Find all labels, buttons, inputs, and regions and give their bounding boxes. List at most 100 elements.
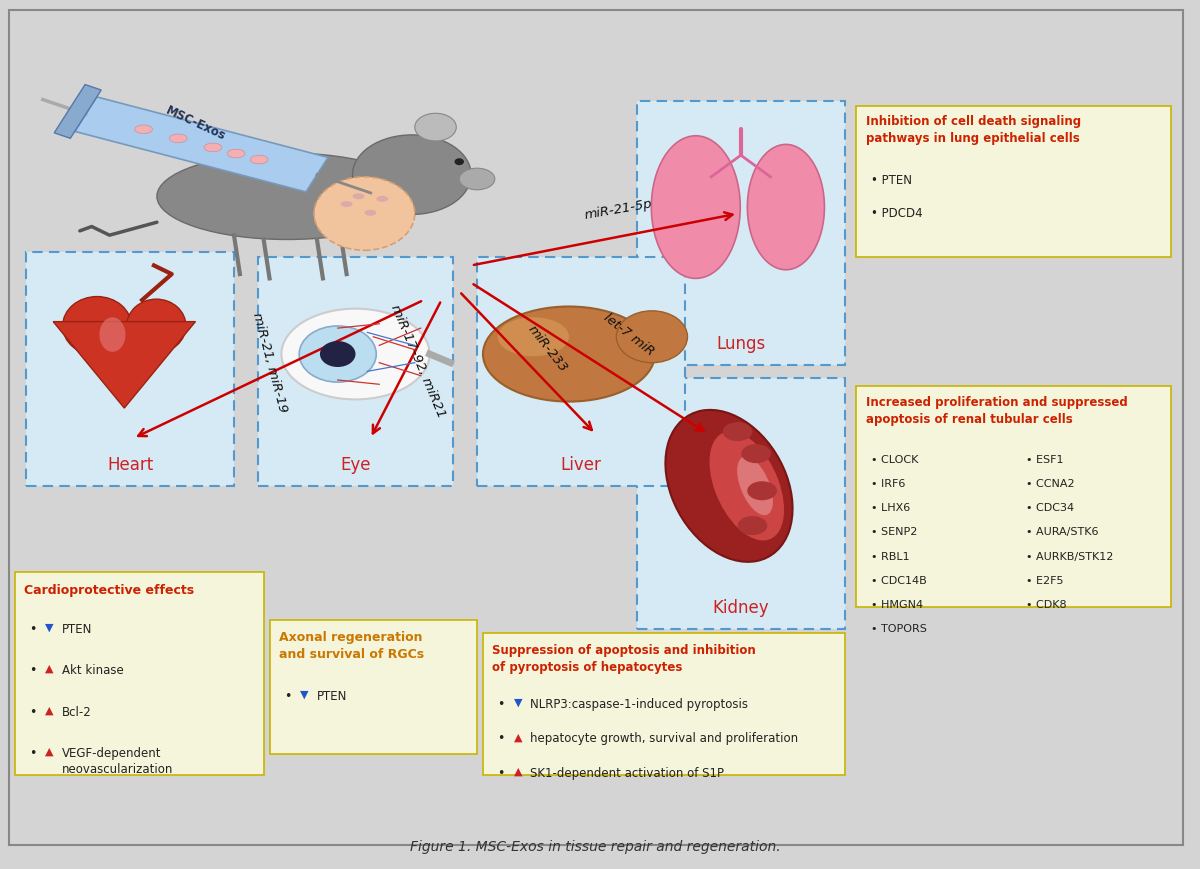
Text: NLRP3:caspase-1-induced pyroptosis: NLRP3:caspase-1-induced pyroptosis: [530, 697, 749, 710]
Text: Axonal regeneration
and survival of RGCs: Axonal regeneration and survival of RGCs: [280, 631, 424, 660]
Ellipse shape: [251, 156, 268, 164]
Text: •: •: [283, 689, 292, 702]
FancyBboxPatch shape: [637, 102, 845, 366]
Text: let-7 miR: let-7 miR: [601, 311, 656, 358]
Ellipse shape: [282, 309, 430, 400]
Text: miR-233: miR-233: [526, 322, 570, 375]
Text: MSC-Exos: MSC-Exos: [163, 104, 228, 143]
Ellipse shape: [157, 154, 418, 240]
Text: • PDCD4: • PDCD4: [871, 207, 923, 220]
Text: miR-21, miR-19: miR-21, miR-19: [251, 310, 289, 414]
Ellipse shape: [365, 210, 377, 216]
Ellipse shape: [415, 114, 456, 142]
Text: Akt kinase: Akt kinase: [62, 663, 124, 676]
Text: • E2F5: • E2F5: [1026, 575, 1063, 585]
Text: •: •: [497, 766, 504, 779]
Text: • ESF1: • ESF1: [1026, 454, 1063, 464]
Ellipse shape: [353, 194, 365, 200]
Polygon shape: [54, 85, 101, 139]
FancyBboxPatch shape: [478, 257, 684, 487]
Ellipse shape: [722, 422, 752, 441]
FancyBboxPatch shape: [270, 620, 478, 754]
Ellipse shape: [748, 481, 776, 501]
FancyBboxPatch shape: [14, 573, 264, 775]
Ellipse shape: [314, 177, 415, 251]
Ellipse shape: [227, 150, 245, 159]
Text: PTEN: PTEN: [62, 622, 92, 635]
FancyBboxPatch shape: [857, 387, 1171, 607]
Text: • CDC34: • CDC34: [1026, 502, 1074, 513]
Text: miR-17–92, miR21: miR-17–92, miR21: [388, 302, 448, 420]
Text: • TOPORS: • TOPORS: [871, 624, 926, 634]
Ellipse shape: [742, 445, 772, 464]
Text: Suppression of apoptosis and inhibition
of pyroptosis of hepatocytes: Suppression of apoptosis and inhibition …: [492, 643, 756, 673]
Ellipse shape: [127, 300, 186, 354]
Ellipse shape: [353, 136, 472, 216]
Text: •: •: [29, 622, 36, 635]
Text: ▲: ▲: [46, 663, 54, 673]
Ellipse shape: [652, 136, 740, 279]
Text: ▲: ▲: [46, 705, 54, 714]
Text: Liver: Liver: [560, 455, 601, 474]
FancyBboxPatch shape: [258, 257, 454, 487]
Ellipse shape: [204, 144, 222, 153]
Ellipse shape: [748, 145, 824, 270]
FancyBboxPatch shape: [857, 106, 1171, 257]
Text: • RBL1: • RBL1: [871, 551, 910, 561]
Text: • CDC14B: • CDC14B: [871, 575, 926, 585]
Ellipse shape: [455, 159, 464, 166]
Polygon shape: [74, 98, 328, 193]
FancyBboxPatch shape: [637, 378, 845, 629]
Ellipse shape: [709, 432, 784, 541]
Ellipse shape: [737, 457, 773, 515]
Ellipse shape: [377, 196, 388, 202]
Text: Heart: Heart: [107, 455, 154, 474]
Ellipse shape: [666, 410, 792, 562]
Text: •: •: [497, 732, 504, 745]
Text: • CLOCK: • CLOCK: [871, 454, 918, 464]
Text: •: •: [29, 746, 36, 760]
FancyBboxPatch shape: [482, 634, 845, 775]
FancyBboxPatch shape: [26, 253, 234, 487]
Text: Bcl-2: Bcl-2: [62, 705, 92, 718]
Text: ▲: ▲: [514, 732, 522, 741]
Text: •: •: [29, 705, 36, 718]
Text: • CCNA2: • CCNA2: [1026, 479, 1075, 488]
Text: •: •: [497, 697, 504, 710]
Text: Kidney: Kidney: [713, 598, 769, 616]
Text: ▲: ▲: [46, 746, 54, 756]
Text: SK1-dependent activation of S1P: SK1-dependent activation of S1P: [530, 766, 725, 779]
Text: ▼: ▼: [514, 697, 522, 707]
Text: • SENP2: • SENP2: [871, 527, 917, 537]
Text: • AURA/STK6: • AURA/STK6: [1026, 527, 1098, 537]
Text: VEGF-dependent
neovascularization: VEGF-dependent neovascularization: [62, 746, 174, 775]
Text: Inhibition of cell death signaling
pathways in lung epithelial cells: Inhibition of cell death signaling pathw…: [866, 115, 1081, 145]
Text: ▼: ▼: [300, 689, 308, 700]
Ellipse shape: [498, 318, 569, 357]
Ellipse shape: [460, 169, 494, 190]
Text: ▲: ▲: [514, 766, 522, 776]
Text: • LHX6: • LHX6: [871, 502, 910, 513]
Text: • CDK8: • CDK8: [1026, 600, 1067, 609]
Ellipse shape: [320, 342, 355, 368]
Text: Increased proliferation and suppressed
apoptosis of renal tubular cells: Increased proliferation and suppressed a…: [866, 395, 1128, 426]
Ellipse shape: [299, 327, 377, 382]
Text: • AURKB/STK12: • AURKB/STK12: [1026, 551, 1114, 561]
Ellipse shape: [738, 516, 767, 535]
Text: miR-21-5p: miR-21-5p: [583, 197, 653, 222]
Ellipse shape: [169, 135, 187, 143]
Ellipse shape: [134, 126, 152, 135]
Text: Lungs: Lungs: [716, 335, 766, 353]
Ellipse shape: [482, 307, 655, 402]
Text: hepatocyte growth, survival and proliferation: hepatocyte growth, survival and prolifer…: [530, 732, 798, 745]
Text: Figure 1. MSC-Exos in tissue repair and regeneration.: Figure 1. MSC-Exos in tissue repair and …: [410, 839, 781, 853]
Text: • HMGN4: • HMGN4: [871, 600, 923, 609]
Ellipse shape: [100, 318, 126, 353]
Text: Cardioprotective effects: Cardioprotective effects: [24, 583, 194, 596]
Text: • IRF6: • IRF6: [871, 479, 905, 488]
Ellipse shape: [617, 311, 688, 363]
Text: Eye: Eye: [341, 455, 371, 474]
Text: • PTEN: • PTEN: [871, 174, 912, 187]
Text: •: •: [29, 663, 36, 676]
Text: PTEN: PTEN: [317, 689, 347, 702]
